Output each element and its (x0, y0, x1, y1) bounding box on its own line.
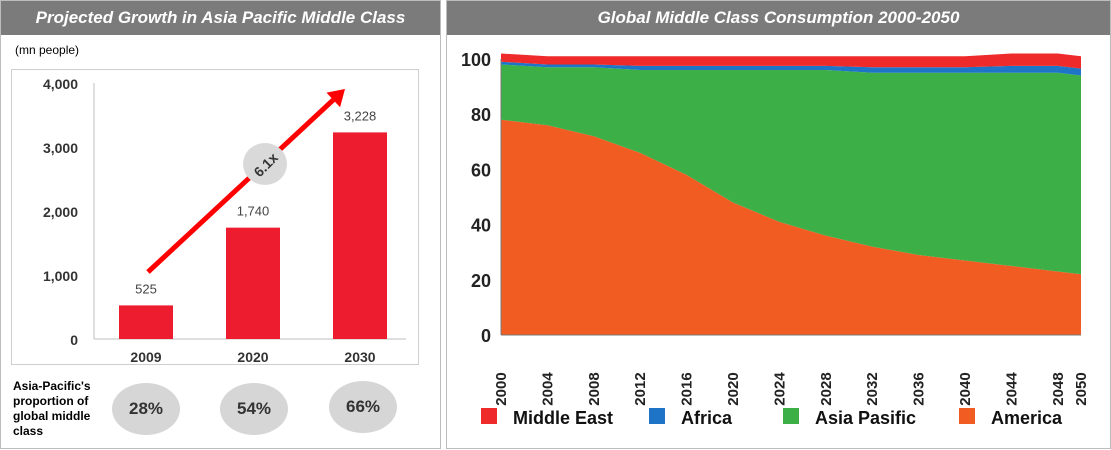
x-tick-label: 2020 (725, 372, 742, 405)
bar-value-label: 1,740 (237, 204, 270, 219)
bar-2020 (226, 227, 280, 339)
x-tick-label: 2016 (679, 372, 696, 405)
legend-swatch-america (959, 408, 975, 424)
proportion-2009: 28% (112, 383, 180, 435)
y-tick-label: 100 (461, 50, 491, 70)
growth-badge (243, 143, 287, 185)
area-asia-pasific (501, 64, 1081, 275)
legend-swatch-asia-pasific (783, 408, 799, 424)
area-middle-east (501, 53, 1081, 69)
x-tick-label: 2040 (957, 372, 974, 405)
growth-panel: Projected Growth in Asia Pacific Middle … (0, 0, 441, 449)
unit-label: (mn people) (15, 43, 80, 57)
x-tick-label: 2024 (771, 372, 788, 406)
bar-2030 (333, 132, 387, 339)
bar-value-label: 525 (135, 281, 157, 296)
growth-arrow-head (326, 89, 345, 108)
legend-label-asia-pasific: Asia Pasific (815, 408, 916, 428)
y-tick-label: 0 (481, 326, 491, 346)
x-tick-label: 2036 (911, 372, 928, 405)
y-tick-label: 3,000 (43, 140, 78, 156)
x-tick-label: 2020 (237, 349, 268, 365)
area-africa (501, 61, 1081, 76)
legend-label-america: America (991, 408, 1063, 428)
bar-value-label: 3,228 (344, 108, 377, 123)
y-tick-label: 40 (471, 216, 491, 236)
proportion-2030: 66% (329, 381, 397, 433)
y-tick-label: 20 (471, 271, 491, 291)
legend-swatch-middle-east (481, 408, 497, 424)
consumption-panel: Global Middle Class Consumption 2000-205… (446, 0, 1111, 449)
x-tick-label: 2050 (1073, 372, 1090, 405)
x-tick-label: 2000 (493, 372, 510, 405)
proportion-caption: Asia-Pacific's proportion of global midd… (13, 379, 91, 438)
y-tick-label: 80 (471, 105, 491, 125)
x-tick-label: 2009 (130, 349, 161, 365)
x-tick-label: 2044 (1003, 372, 1020, 406)
area-america (501, 119, 1081, 335)
x-tick-label: 2030 (344, 349, 375, 365)
y-tick-label: 60 (471, 160, 491, 180)
x-tick-label: 2028 (818, 372, 835, 405)
bar-plot-frame (11, 69, 419, 365)
bar-2009 (119, 305, 173, 339)
y-tick-label: 4,000 (43, 76, 78, 92)
y-tick-label: 2,000 (43, 204, 78, 220)
x-tick-label: 2008 (586, 372, 603, 405)
x-tick-label: 2012 (632, 372, 649, 405)
growth-panel-title: Projected Growth in Asia Pacific Middle … (1, 1, 440, 35)
growth-arrow-shaft (146, 98, 335, 274)
legend-label-middle-east: Middle East (513, 408, 613, 428)
consumption-panel-title: Global Middle Class Consumption 2000-205… (447, 1, 1110, 35)
x-tick-label: 2004 (539, 372, 556, 406)
proportion-2020: 54% (220, 383, 288, 435)
y-tick-label: 1,000 (43, 268, 78, 284)
x-tick-label: 2048 (1050, 372, 1067, 405)
legend-label-africa: Africa (681, 408, 733, 428)
legend-swatch-africa (649, 408, 665, 424)
y-tick-label: 0 (70, 332, 78, 348)
growth-bar-chart: 0 1,000 2,000 3,000 4,000 525 2009 1,740 2020 3,2… (43, 76, 406, 365)
x-tick-label: 2032 (864, 372, 881, 405)
